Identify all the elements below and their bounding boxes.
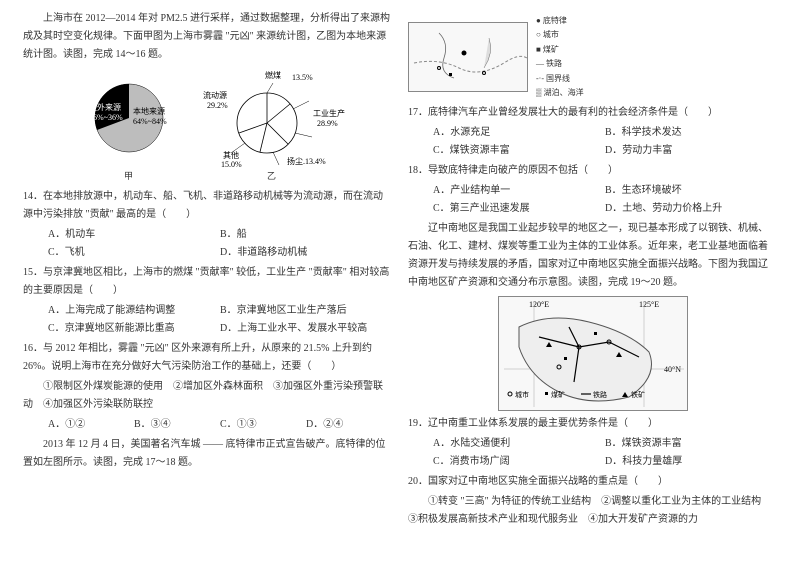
q16-choices: ①限制区外煤炭能源的使用 ②增加区外森林面积 ③加强区外重污染预警联动 ④加强区… [23, 378, 392, 414]
q18-A: A．产业结构单一 [433, 182, 605, 200]
map1-legend: ● 底特律 ○ 城市 ■ 煤矿 — 铁路 -·- 国界线 ▒ 湖泊、海洋 [536, 14, 584, 100]
pie-chart-jia: 区外来源 16%~36% 本地来源 64%~84% 甲 [69, 68, 189, 184]
q19-B: B．煤铁资源丰富 [605, 435, 777, 453]
svg-text:煤矿: 煤矿 [551, 390, 565, 399]
q16-A: A．①② [48, 416, 134, 434]
svg-text:16%~36%: 16%~36% [89, 113, 123, 122]
q15-opts: A．上海完成了能源结构调整 B．京津冀地区工业生产落后 C．京津冀地区新能源比重… [23, 302, 392, 338]
intro-19-20: 辽中南地区是我国工业起步较早的地区之一，现已基本形成了以钢铁、机械、石油、化工、… [408, 220, 777, 292]
svg-text:流动源: 流动源 [203, 90, 227, 100]
pie2-svg: 燃煤 13.5% 流动源 29.2% 工业生产 28.9% 扬尘.13.4% 其… [197, 68, 347, 168]
q16-stem: 16．与 2012 年相比，雾霾 "元凶" 区外来源有所上升，从原来的 21.5… [23, 340, 392, 376]
svg-text:铁矿: 铁矿 [631, 390, 645, 399]
pie1-caption: 甲 [69, 168, 189, 184]
svg-text:28.9%: 28.9% [317, 119, 338, 128]
lg-1: ● 底特律 [536, 14, 584, 28]
svg-text:扬尘.13.4%: 扬尘.13.4% [287, 156, 326, 166]
q18-B: B．生态环境破坏 [605, 182, 777, 200]
right-column: ● 底特律 ○ 城市 ■ 煤矿 — 铁路 -·- 国界线 ▒ 湖泊、海洋 17．… [400, 10, 785, 555]
lg-6: ▒ 湖泊、海洋 [536, 86, 584, 100]
q17-B: B．科学技术发达 [605, 124, 777, 142]
q14-A: A．机动车 [48, 226, 220, 244]
q18-C: C．第三产业迅速发展 [433, 200, 605, 218]
svg-text:区外来源: 区外来源 [89, 102, 121, 112]
q16-D: D．②④ [306, 416, 392, 434]
svg-text:120°E: 120°E [529, 300, 549, 309]
q19-D: D．科技力量雄厚 [605, 453, 777, 471]
q17-opts: A．水源充足 B．科学技术发达 C．煤铁资源丰富 D．劳动力丰富 [408, 124, 777, 160]
q14-stem: 14．在本地排放源中，机动车、船、飞机、非道路移动机械等为流动源，而在流动源中污… [23, 188, 392, 224]
svg-text:40°N: 40°N [664, 365, 681, 374]
q17-A: A．水源充足 [433, 124, 605, 142]
q14-D: D．非道路移动机械 [220, 244, 392, 262]
lg-5: -·- 国界线 [536, 72, 584, 86]
q16-opts: A．①② B．③④ C．①③ D．②④ [23, 416, 392, 434]
svg-text:工业生产: 工业生产 [313, 108, 345, 118]
q20-choices: ①转变 "三高" 为特征的传统工业结构 ②调整以重化工业为主体的工业结构 ③积极… [408, 493, 777, 529]
q20-stem: 20．国家对辽中南地区实施全面振兴战略的重点是（ ） [408, 473, 777, 491]
figure-row-1: 区外来源 16%~36% 本地来源 64%~84% 甲 [23, 68, 392, 184]
svg-text:125°E: 125°E [639, 300, 659, 309]
q15-A: A．上海完成了能源结构调整 [48, 302, 220, 320]
svg-text:64%~84%: 64%~84% [133, 117, 167, 126]
map1-row: ● 底特律 ○ 城市 ■ 煤矿 — 铁路 -·- 国界线 ▒ 湖泊、海洋 [408, 14, 777, 100]
q15-C: C．京津冀地区新能源比重高 [48, 320, 220, 338]
q15-B: B．京津冀地区工业生产落后 [220, 302, 392, 320]
lg-3: ■ 煤矿 [536, 43, 584, 57]
svg-text:15.0%: 15.0% [221, 160, 242, 168]
svg-text:本地来源: 本地来源 [133, 106, 165, 116]
q15-D: D．上海工业水平、发展水平较高 [220, 320, 392, 338]
lg-4: — 铁路 [536, 57, 584, 71]
left-column: 上海市在 2012—2014 年对 PM2.5 进行采样，通过数据整理，分析得出… [15, 10, 400, 555]
q17-C: C．煤铁资源丰富 [433, 142, 605, 160]
svg-text:城市: 城市 [515, 390, 529, 399]
q18-D: D．土地、劳动力价格上升 [605, 200, 777, 218]
svg-text:13.5%: 13.5% [292, 73, 313, 82]
q17-stem: 17．底特律汽车产业曾经发展壮大的最有利的社会经济条件是（ ） [408, 104, 777, 122]
map-detroit [408, 22, 528, 92]
q18-opts: A．产业结构单一 B．生态环境破坏 C．第三产业迅速发展 D．土地、劳动力价格上… [408, 182, 777, 218]
q15-stem: 15．与京津冀地区相比，上海市的燃煤 "贡献率" 较低，工业生产 "贡献率" 相… [23, 264, 392, 300]
q19-A: A．水陆交通便利 [433, 435, 605, 453]
intro-14-16: 上海市在 2012—2014 年对 PM2.5 进行采样，通过数据整理，分析得出… [23, 10, 392, 64]
pie2-caption: 乙 [197, 168, 347, 184]
svg-text:铁路: 铁路 [593, 390, 607, 399]
q14-B: B．船 [220, 226, 392, 244]
q14-C: C．飞机 [48, 244, 220, 262]
svg-text:燃煤: 燃煤 [265, 70, 281, 80]
pie-chart-yi: 燃煤 13.5% 流动源 29.2% 工业生产 28.9% 扬尘.13.4% 其… [197, 68, 347, 184]
lg-2: ○ 城市 [536, 28, 584, 42]
q16-C: C．①③ [220, 416, 306, 434]
svg-text:其他: 其他 [223, 150, 239, 160]
q16-B: B．③④ [134, 416, 220, 434]
pie1-svg: 区外来源 16%~36% 本地来源 64%~84% [69, 68, 189, 168]
map2-row: 120°E 125°E 40°N 城市 煤矿 铁路 [408, 296, 777, 411]
q17-D: D．劳动力丰富 [605, 142, 777, 160]
q19-C: C．消费市场广阔 [433, 453, 605, 471]
q14-opts: A．机动车 B．船 C．飞机 D．非道路移动机械 [23, 226, 392, 262]
q19-opts: A．水陆交通便利 B．煤铁资源丰富 C．消费市场广阔 D．科技力量雄厚 [408, 435, 777, 471]
q18-stem: 18．导致底特律走向破产的原因不包括（ ） [408, 162, 777, 180]
map-liaozhongnan: 120°E 125°E 40°N 城市 煤矿 铁路 [498, 296, 688, 411]
svg-text:29.2%: 29.2% [207, 101, 228, 110]
q19-stem: 19．辽中南重工业体系发展的最主要优势条件是（ ） [408, 415, 777, 433]
intro-17-18: 2013 年 12 月 4 日，美国著名汽车城 —— 底特律市正式宣告破产。底特… [23, 436, 392, 472]
